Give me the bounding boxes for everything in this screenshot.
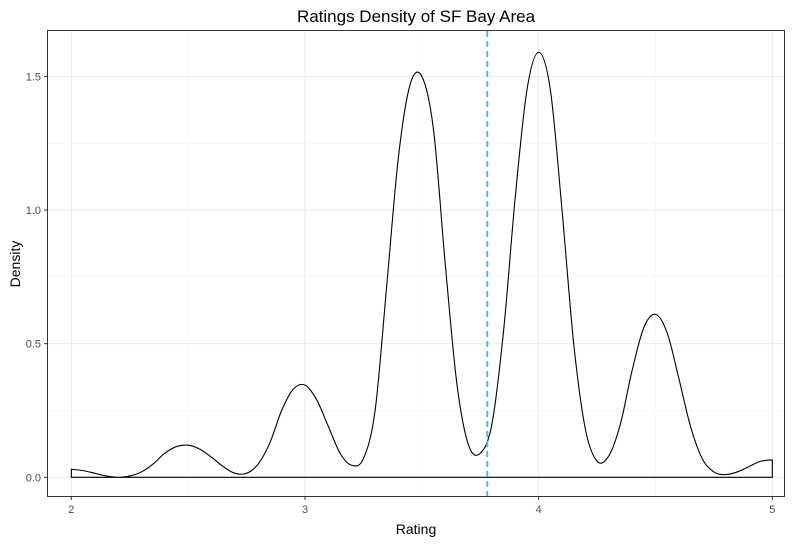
chart-title: Ratings Density of SF Bay Area [297, 7, 536, 26]
x-tick-label: 5 [769, 504, 775, 516]
x-axis: 2 3 4 5 [68, 496, 775, 516]
x-tick-label: 3 [302, 504, 308, 516]
y-tick-label: 1.0 [26, 205, 41, 217]
y-axis: 0.0 0.5 1.0 1.5 [26, 71, 48, 484]
panel-border [47, 30, 785, 497]
x-tick-label: 2 [68, 504, 74, 516]
y-axis-title: Density [7, 241, 23, 288]
y-tick-label: 0.5 [26, 339, 41, 351]
grid [48, 31, 784, 496]
x-tick-label: 4 [536, 504, 542, 516]
y-tick-label: 1.5 [26, 71, 41, 83]
x-axis-title: Rating [396, 521, 436, 537]
density-curve [70, 51, 773, 478]
y-tick-label: 0.0 [26, 472, 41, 484]
plot-area [70, 31, 773, 496]
